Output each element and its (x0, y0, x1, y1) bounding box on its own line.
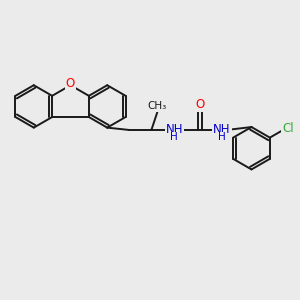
Text: NH: NH (213, 124, 231, 136)
Text: NH: NH (166, 124, 183, 136)
Text: H: H (170, 132, 178, 142)
Text: O: O (66, 77, 75, 90)
Text: H: H (218, 132, 226, 142)
Text: O: O (196, 98, 205, 111)
Text: CH₃: CH₃ (148, 101, 167, 111)
Text: Cl: Cl (282, 122, 294, 135)
